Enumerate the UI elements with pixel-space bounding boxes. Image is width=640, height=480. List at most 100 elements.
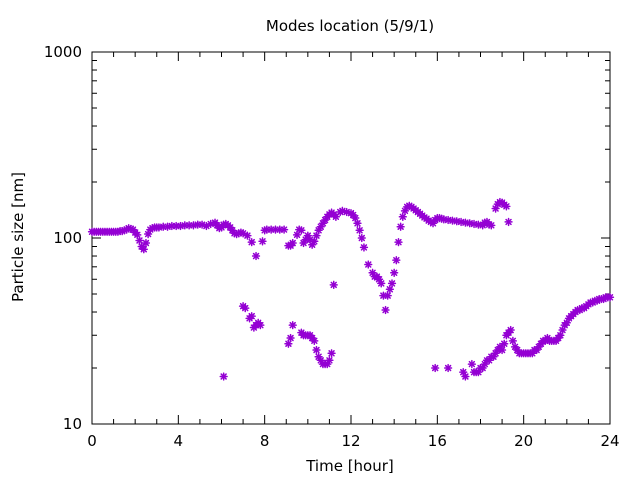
data-point-mode-2	[219, 372, 228, 381]
data-point-mode-1	[385, 285, 394, 294]
x-axis-label: Time [hour]	[305, 457, 394, 475]
data-point-stroke	[239, 230, 247, 237]
data-point-mode-2	[474, 368, 483, 377]
data-point-stroke	[142, 239, 150, 247]
data-point-stroke	[315, 353, 322, 360]
x-tick-label: 16	[428, 432, 447, 450]
data-point-stroke	[136, 237, 143, 244]
data-point-mode-2	[310, 336, 319, 345]
data-point-mode-1	[504, 217, 513, 227]
data-point-mode-1	[357, 233, 366, 243]
data-point-stroke	[332, 213, 340, 221]
data-point-stroke	[313, 346, 320, 354]
data-point-stroke	[358, 234, 365, 242]
data-point-stroke	[155, 224, 163, 231]
data-point-mode-2	[506, 325, 515, 335]
data-point-mode-1	[310, 237, 319, 246]
x-tick-label: 4	[174, 432, 184, 450]
data-point-mode-1	[396, 222, 405, 231]
data-point-stroke	[259, 238, 266, 245]
x-axis-ticks: 0 4 8 12 16 20 24	[87, 52, 620, 450]
x-tick-label: 20	[514, 432, 533, 450]
data-point-stroke	[460, 368, 467, 376]
data-point-mode-1	[387, 279, 397, 288]
data-point-stroke	[354, 220, 361, 227]
data-point-mode-1	[141, 238, 151, 248]
x-tick-label: 12	[341, 432, 360, 450]
data-point-stroke	[306, 236, 314, 243]
data-point-stroke	[140, 246, 147, 253]
data-point-stroke	[501, 340, 508, 347]
data-point-stroke	[397, 223, 404, 230]
data-point-stroke	[503, 203, 510, 210]
data-point-stroke	[220, 373, 227, 380]
data-point-mode-2	[247, 312, 256, 321]
data-point-mode-2	[443, 363, 453, 373]
data-point-mode-1	[394, 237, 403, 247]
y-tick-label: 100	[53, 229, 82, 247]
data-point-mode-1	[381, 305, 390, 315]
data-point-stroke	[280, 226, 288, 233]
data-point-stroke	[384, 292, 391, 299]
data-point-stroke	[317, 357, 324, 364]
data-point-stroke	[289, 321, 296, 329]
y-axis-ticks: 10 100 1000	[44, 43, 610, 433]
data-point-mode-1	[133, 230, 142, 239]
data-point-stroke	[386, 286, 394, 293]
data-point-mode-1	[318, 219, 328, 228]
data-point-mode-2	[605, 293, 615, 302]
data-point-stroke	[360, 244, 368, 251]
data-point-mode-1	[487, 221, 496, 230]
data-point-stroke	[444, 364, 452, 372]
data-point-stroke	[378, 280, 385, 287]
data-point-stroke	[507, 326, 514, 334]
data-point-mode-1	[456, 217, 466, 227]
data-point-mode-2	[497, 345, 507, 355]
data-point-stroke	[177, 222, 184, 230]
data-point-mode-2	[508, 336, 518, 345]
data-point-mode-1	[243, 231, 252, 240]
data-point-mode-1	[258, 237, 267, 246]
plot-frame	[91, 51, 611, 425]
data-point-stroke	[431, 364, 439, 372]
data-point-mode-2	[256, 320, 265, 330]
data-point-stroke	[509, 337, 517, 345]
data-point-mode-1	[398, 212, 407, 221]
data-point-stroke	[285, 340, 292, 347]
data-point-mode-1	[392, 256, 401, 265]
data-point-stroke	[248, 238, 255, 246]
data-point-stroke	[505, 218, 512, 226]
data-point-stroke	[298, 227, 305, 234]
data-point-stroke	[164, 223, 171, 230]
data-point-stroke	[606, 294, 614, 301]
data-point-stroke	[328, 350, 335, 357]
data-points	[87, 197, 615, 381]
data-point-stroke	[257, 321, 264, 329]
data-point-stroke	[190, 222, 197, 229]
data-point-stroke	[287, 334, 294, 342]
data-point-stroke	[511, 343, 519, 351]
plot-area	[91, 51, 611, 425]
data-point-mode-1	[461, 218, 470, 227]
data-point-mode-2	[467, 359, 477, 369]
data-point-stroke	[352, 214, 359, 222]
data-point-stroke	[248, 312, 255, 320]
data-point-mode-1	[288, 238, 297, 248]
data-point-stroke	[311, 337, 318, 345]
data-point-stroke	[375, 276, 383, 283]
data-point-stroke	[252, 252, 260, 260]
data-point-mode-1	[279, 225, 289, 234]
data-point-stroke	[242, 304, 249, 312]
y-tick-label: 1000	[44, 43, 82, 61]
data-point-stroke	[382, 306, 389, 314]
data-point-stroke	[498, 346, 506, 354]
data-point-stroke	[365, 261, 372, 268]
data-point-stroke	[468, 360, 476, 368]
x-tick-label: 8	[260, 432, 270, 450]
data-point-stroke	[134, 231, 141, 239]
data-point-mode-2	[325, 356, 334, 365]
data-point-stroke	[289, 239, 296, 247]
data-point-mode-1	[383, 291, 392, 300]
data-point-stroke	[390, 269, 398, 276]
